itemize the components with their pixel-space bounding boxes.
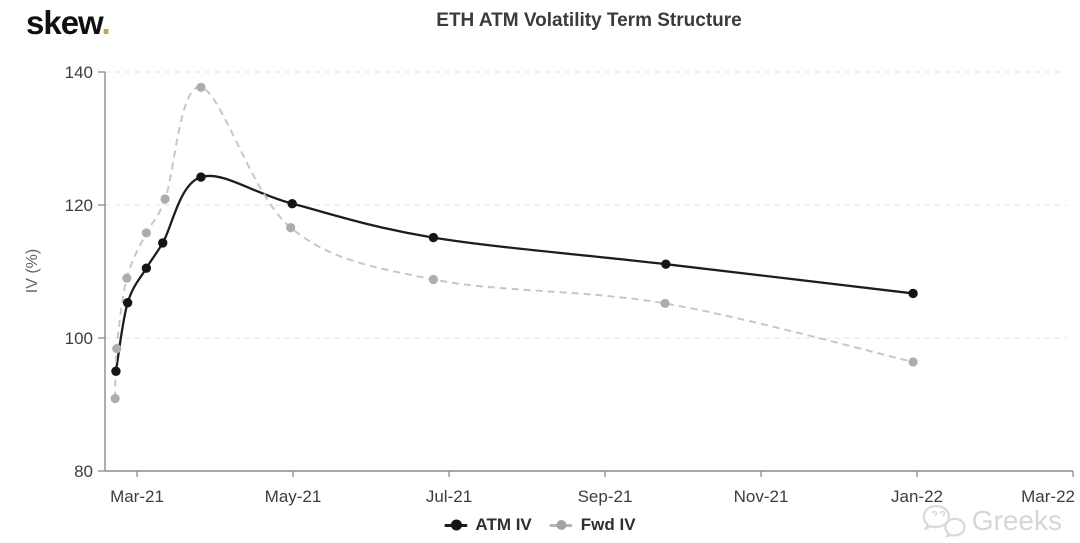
data-point-fwd-iv <box>196 82 206 92</box>
data-point-atm-iv <box>122 298 133 308</box>
data-point-fwd-iv <box>160 194 170 204</box>
data-point-atm-iv <box>196 172 206 182</box>
data-point-atm-iv <box>158 238 168 248</box>
chart-title: ETH ATM Volatility Term Structure <box>436 10 742 31</box>
data-point-fwd-iv <box>141 228 151 238</box>
series-line-fwd-iv <box>114 86 914 399</box>
watermark-label: Greeks <box>971 505 1062 536</box>
skew-logo-text: skew <box>26 4 103 41</box>
legend-item-atm-iv[interactable]: ATM IV <box>444 515 532 535</box>
data-point-atm-iv <box>908 288 918 299</box>
data-point-fwd-iv <box>660 298 670 309</box>
chat-bubbles-icon <box>921 503 967 539</box>
chart-legend: ATM IV Fwd IV <box>444 515 636 535</box>
y-tick-label: 140 <box>65 63 93 82</box>
data-point-atm-iv <box>287 198 297 209</box>
data-point-atm-iv <box>111 366 121 376</box>
x-tick-label: Jul-21 <box>426 487 472 506</box>
greeks-watermark: Greeks <box>921 503 1062 539</box>
x-tick-label: May-21 <box>265 487 322 506</box>
data-point-atm-iv <box>141 263 152 273</box>
legend-label-fwd-iv: Fwd IV <box>580 515 636 534</box>
data-point-fwd-iv <box>110 393 120 404</box>
data-point-fwd-iv <box>286 223 296 233</box>
y-axis-label: IV (%) <box>24 248 41 294</box>
legend-item-fwd-iv[interactable]: Fwd IV <box>549 515 636 535</box>
x-tick-label: Jan-22 <box>891 487 943 506</box>
data-point-fwd-iv <box>122 273 132 283</box>
fwd-iv-marker-icon <box>549 520 573 530</box>
data-point-fwd-iv <box>112 344 122 354</box>
y-tick-label: 120 <box>65 196 93 215</box>
skew-logo: skew. <box>26 4 111 42</box>
x-tick-label: Nov-21 <box>734 487 789 506</box>
data-point-fwd-iv <box>428 274 438 285</box>
x-tick-label: Sep-21 <box>578 487 633 506</box>
y-tick-label: 100 <box>65 329 93 348</box>
legend-label-atm-iv: ATM IV <box>475 515 532 534</box>
data-point-atm-iv <box>661 259 671 269</box>
data-point-fwd-iv <box>908 357 918 367</box>
y-tick-label: 80 <box>74 462 93 481</box>
atm-iv-marker-icon <box>444 519 468 531</box>
x-tick-label: Mar-22 <box>1021 487 1075 506</box>
skew-logo-dot: . <box>101 4 111 41</box>
data-point-atm-iv <box>428 232 439 243</box>
x-tick-label: Mar-21 <box>110 487 164 506</box>
